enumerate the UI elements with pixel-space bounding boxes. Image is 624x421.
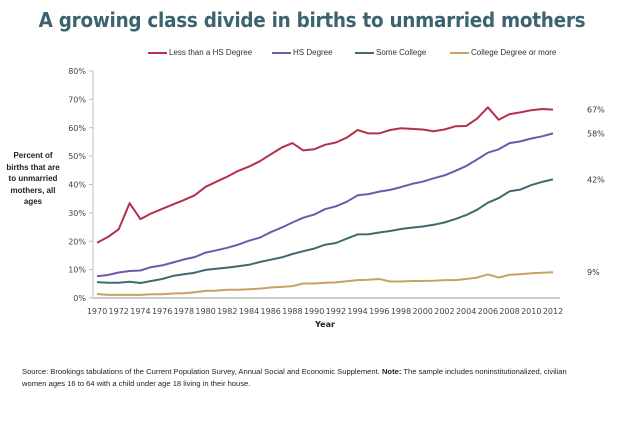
y-tick-label: 10% <box>68 266 86 275</box>
end-label-hs-degree: 58% <box>587 129 605 138</box>
end-label-less-than-a-hs-degree: 67% <box>587 106 605 115</box>
x-tick-label: 1994 <box>347 307 367 316</box>
legend-label-hs-degree: HS Degree <box>293 48 333 57</box>
y-tick-label: 80% <box>68 67 86 76</box>
y-tick-label: 50% <box>68 152 86 161</box>
x-tick-label: 1984 <box>239 307 259 316</box>
legend-item-less-than-hs: Less than a HS Degree <box>148 48 252 57</box>
x-tick-label: 1980 <box>195 307 215 316</box>
x-tick-label: 2000 <box>413 307 433 316</box>
series-line-less-than-a-hs-degree <box>96 106 554 244</box>
series-line-some-college <box>96 178 554 284</box>
legend-label-college-degree: College Degree or more <box>471 48 557 57</box>
series-line-hs-degree <box>96 132 554 278</box>
x-tick-label: 1978 <box>174 307 194 316</box>
note-text: The sample includes noninstitutionalized… <box>22 367 567 388</box>
end-label-college-degree-or-more: 9% <box>587 268 600 277</box>
legend-label-less-than-hs: Less than a HS Degree <box>169 48 253 57</box>
x-axis-title: Year <box>314 320 335 329</box>
end-label-some-college: 42% <box>587 175 605 184</box>
x-tick-label: 1996 <box>369 307 389 316</box>
chart-title: A growing class divide in births to unma… <box>38 8 586 32</box>
x-tick-label: 2002 <box>434 307 454 316</box>
y-tick-label: 20% <box>68 237 86 246</box>
source-note: Source: Brookings tabulations of the Cur… <box>22 366 582 390</box>
y-axis-title: Percent of births that are to unmarried … <box>6 151 60 206</box>
x-tick-label: 1976 <box>152 307 172 316</box>
legend-swatch-college-degree <box>450 51 469 54</box>
x-tick-label: 1972 <box>109 307 129 316</box>
legend-item-college-degree: College Degree or more <box>450 48 556 57</box>
labels-layer: 67% 58% 42% 9% <box>587 106 605 278</box>
x-tick-label: 1970 <box>87 307 107 316</box>
y-tick-label: 30% <box>68 209 86 218</box>
axes: 0%10%20%30%40%50%60%70%80%1970 1972 1974 19… <box>68 67 563 316</box>
x-tick-label: 2004 <box>456 307 476 316</box>
legend-item-hs-degree: HS Degree <box>272 48 333 57</box>
x-tick-label: 1974 <box>130 307 150 316</box>
x-tick-label: 2008 <box>499 307 519 316</box>
note-label: Note: <box>381 367 402 376</box>
legend-swatch-hs-degree <box>272 51 291 54</box>
x-tick-label: 2006 <box>478 307 498 316</box>
legend-label-some-college: Some College <box>376 48 427 57</box>
x-tick-label: 1992 <box>326 307 346 316</box>
y-tick-label: 60% <box>68 124 86 133</box>
x-tick-label: 1988 <box>282 307 302 316</box>
legend-item-some-college: Some College <box>355 48 426 57</box>
x-tick-label: 1982 <box>217 307 237 316</box>
series-layer <box>96 106 554 296</box>
x-tick-label: 1990 <box>304 307 324 316</box>
legend-swatch-less-than-hs <box>148 51 167 54</box>
y-tick-label: 70% <box>68 95 86 104</box>
x-tick-label: 1986 <box>261 307 281 316</box>
source-text: Source: Brookings tabulations of the Cur… <box>22 367 380 376</box>
x-tick-label: 2012 <box>543 307 563 316</box>
x-tick-label: 1998 <box>391 307 411 316</box>
series-line-college-degree-or-more <box>96 271 554 296</box>
y-tick-label: 0% <box>73 294 86 303</box>
x-tick-label: 2010 <box>521 307 541 316</box>
legend-swatch-some-college <box>355 51 374 54</box>
y-tick-label: 40% <box>68 181 86 190</box>
